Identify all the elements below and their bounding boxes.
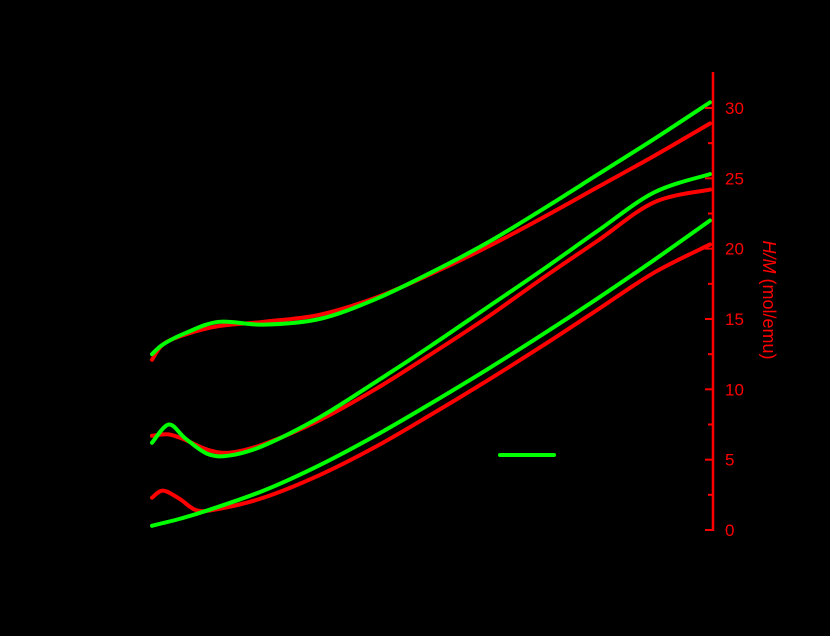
series-green-lower — [150, 218, 712, 528]
series-layer — [150, 100, 712, 528]
axis-title-italic: H/M — [759, 240, 779, 273]
right-axis-title: H/M (mol/emu) — [759, 240, 779, 359]
tick-label: 30 — [725, 99, 744, 118]
series-green-upper — [150, 100, 712, 357]
tick-label: 20 — [725, 240, 744, 259]
tick-label: 15 — [725, 310, 744, 329]
tick-label: 25 — [725, 169, 744, 188]
tick-label: 5 — [725, 451, 734, 470]
tick-label: 10 — [725, 380, 744, 399]
right-axis-ticks: 0 5 10 15 20 25 30 — [705, 99, 744, 540]
series-green-middle — [150, 172, 712, 459]
svg-text:H/M (mol/emu): H/M (mol/emu) — [759, 240, 779, 359]
axis-title-units: (mol/emu) — [759, 273, 779, 359]
series-red-lower — [150, 242, 712, 514]
right-y-axis: 0 5 10 15 20 25 30 — [705, 72, 744, 540]
tick-label: 0 — [725, 521, 734, 540]
